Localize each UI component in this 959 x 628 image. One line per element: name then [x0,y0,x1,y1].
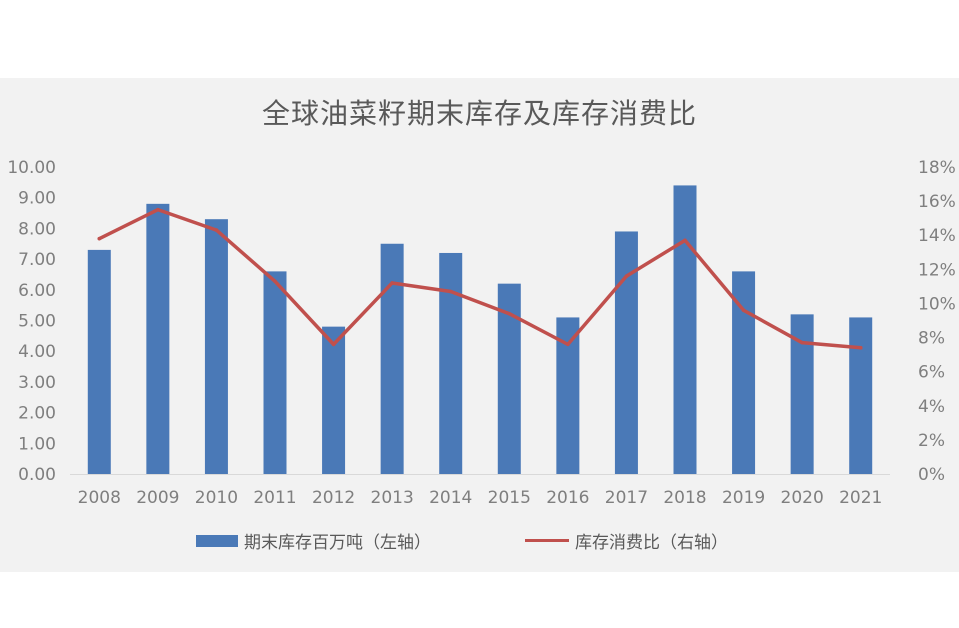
x-tick-label: 2008 [78,488,121,508]
line-point [273,279,277,284]
y-left-tick-label: 0.00 [18,465,56,485]
x-tick-label: 2020 [781,488,824,508]
y-left-tick-label: 10.00 [7,158,56,178]
y-left-tick-label: 2.00 [18,404,56,424]
bar [380,243,404,474]
bar [849,317,873,474]
x-tick-label: 2009 [136,488,179,508]
y-right-tick-label: 0% [918,465,945,485]
bar [614,231,638,474]
y-right-tick-label: 14% [918,226,956,246]
legend-swatch-bar [196,534,238,547]
line-point [507,311,512,316]
y-left-tick-label: 1.00 [18,434,56,454]
line-point [741,308,746,313]
line-series-ratio [97,207,863,350]
x-tick-label: 2018 [663,488,706,508]
legend-swatch-line [525,539,569,542]
bar [87,249,111,474]
x-tick-label: 2013 [371,488,414,508]
line-point [448,289,453,294]
x-tick-label: 2012 [312,488,355,508]
x-tick-label: 2010 [195,488,238,508]
x-tick-label: 2021 [839,488,882,508]
bar [556,317,580,474]
bar [732,271,756,474]
y-left-tick-label: 4.00 [18,342,56,362]
y-right-tick-label: 4% [918,397,945,417]
legend-item-bar: 期末库存百万吨（左轴） [196,528,431,553]
y-right-tick-label: 16% [918,192,956,212]
y-left-tick-label: 5.00 [18,312,56,332]
bar [204,219,228,474]
x-tick-label: 2011 [253,488,296,508]
line-point [156,207,160,212]
x-tick-label: 2016 [546,488,589,508]
bar [790,314,814,474]
x-tick-label: 2015 [488,488,531,508]
line-point [331,342,336,347]
y-left-tick-label: 8.00 [18,219,56,239]
legend-label-bar: 期末库存百万吨（左轴） [244,533,431,553]
x-tick-label: 2019 [722,488,765,508]
line-point [624,274,629,278]
y-right-tick-label: 2% [918,431,945,451]
chart-title: 全球油菜籽期末库存及库存消费比 [261,97,697,130]
y-right-tick-label: 6% [918,363,945,383]
legend-item-line: 库存消费比（右轴） [525,528,728,553]
bar [322,326,346,474]
line-point [858,345,863,350]
line-point [214,228,219,232]
line-point [390,281,394,285]
y-left-tick-label: 9.00 [18,189,56,209]
x-tick-label: 2017 [605,488,648,508]
y-right-tick-label: 8% [918,329,945,349]
y-right-tick-label: 12% [918,260,956,280]
line-point [683,238,687,243]
y-left-tick-label: 7.00 [18,250,56,270]
bar [497,283,521,474]
y-left-tick-label: 6.00 [18,281,56,301]
y-right-tick-label: 18% [918,158,956,178]
legend-label-line: 库存消费比（右轴） [575,533,728,553]
x-tick-label: 2014 [429,488,472,508]
line-point [566,342,570,347]
y-left-tick-label: 3.00 [18,373,56,393]
bar [673,185,697,475]
line-point [97,236,102,241]
bar [439,252,463,474]
y-right-tick-label: 10% [918,294,956,314]
bar [146,203,170,474]
line-point [800,340,804,345]
bar [263,271,287,474]
